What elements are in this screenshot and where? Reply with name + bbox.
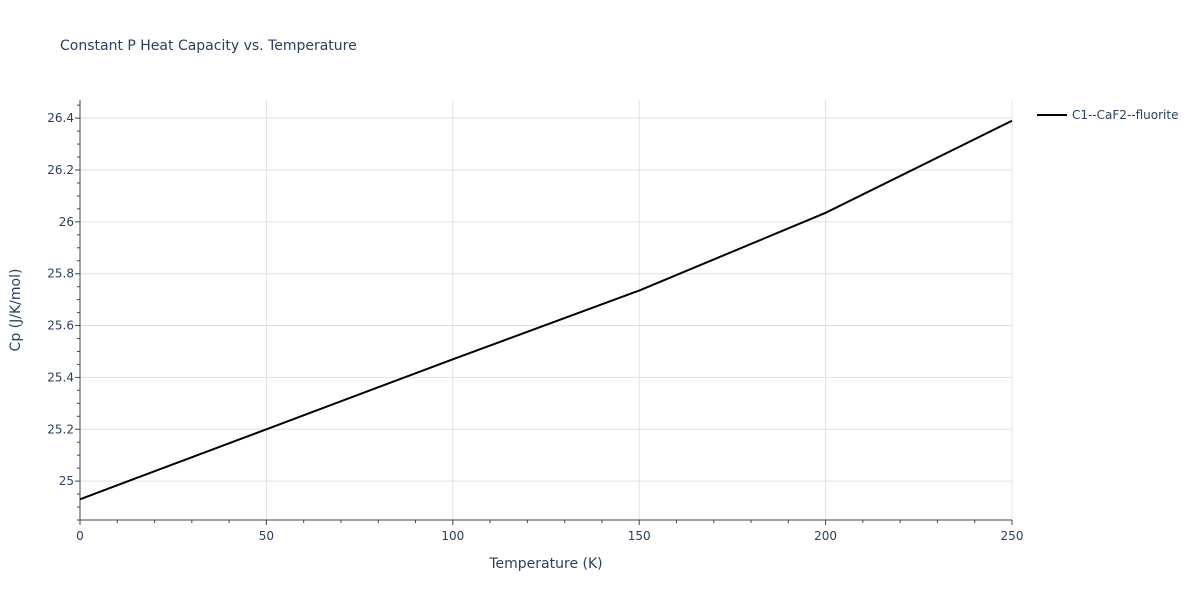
x-tick-label: 0 <box>76 529 84 543</box>
y-tick-label: 25.2 <box>47 422 74 436</box>
y-tick-label: 26.2 <box>47 163 74 177</box>
legend-label: C1--CaF2--fluorite <box>1072 108 1178 122</box>
y-tick-label: 25.4 <box>47 370 74 384</box>
grid <box>80 100 1013 520</box>
y-tick-label: 26.4 <box>47 111 74 125</box>
y-tick-label: 26 <box>59 215 74 229</box>
x-tick-label: 100 <box>441 529 464 543</box>
axes <box>79 100 1012 521</box>
ticks: 0 50 100 150 200 250 25 25.2 25.4 25.6 25.8 26 26.2 2… <box>47 104 1024 543</box>
chart-title: Constant P Heat Capacity vs. Temperature <box>60 38 357 54</box>
legend: C1--CaF2--fluorite <box>1037 108 1178 122</box>
y-axis-label: Cp (J/K/mol) <box>8 269 24 352</box>
x-tick-label: 150 <box>628 529 651 543</box>
y-tick-label: 25.8 <box>47 267 74 281</box>
y-tick-label: 25 <box>59 474 74 488</box>
x-tick-label: 200 <box>814 529 837 543</box>
y-tick-label: 25.6 <box>47 319 74 333</box>
x-tick-label: 250 <box>1001 529 1024 543</box>
series-lines <box>79 119 1013 501</box>
x-axis-label: Temperature (K) <box>488 556 602 572</box>
x-tick-label: 50 <box>259 529 274 543</box>
series-line <box>79 119 1013 501</box>
